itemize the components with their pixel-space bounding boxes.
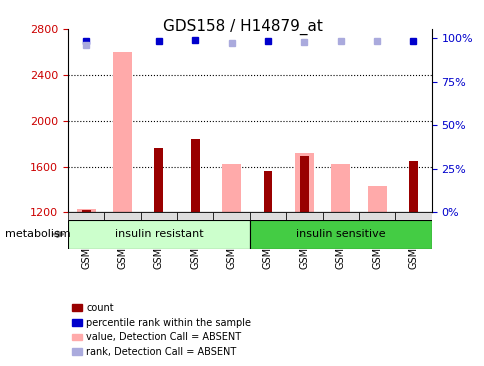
FancyBboxPatch shape [68,212,104,220]
Bar [299,156,308,212]
Bar [222,164,241,212]
FancyBboxPatch shape [104,212,140,220]
FancyBboxPatch shape [394,212,431,220]
Bar [154,148,163,212]
Text: insulin resistant: insulin resistant [114,229,203,239]
Legend: count, percentile rank within the sample, value, Detection Call = ABSENT, rank, : count, percentile rank within the sample… [68,299,255,361]
Bar [294,153,313,212]
Text: GDS158 / H14879_at: GDS158 / H14879_at [162,18,322,34]
FancyBboxPatch shape [140,212,177,220]
FancyBboxPatch shape [213,212,249,220]
FancyBboxPatch shape [249,212,286,220]
FancyBboxPatch shape [286,212,322,220]
Bar [113,52,132,212]
FancyBboxPatch shape [177,212,213,220]
Bar [367,186,386,212]
FancyBboxPatch shape [358,212,394,220]
Bar [190,139,199,212]
Bar [81,210,91,212]
FancyBboxPatch shape [68,220,249,249]
Text: metabolism: metabolism [5,229,70,239]
Text: insulin sensitive: insulin sensitive [295,229,385,239]
Bar [408,161,417,212]
FancyBboxPatch shape [322,212,358,220]
Bar [263,171,272,212]
FancyBboxPatch shape [249,220,431,249]
Bar [331,164,349,212]
Bar [76,209,95,212]
